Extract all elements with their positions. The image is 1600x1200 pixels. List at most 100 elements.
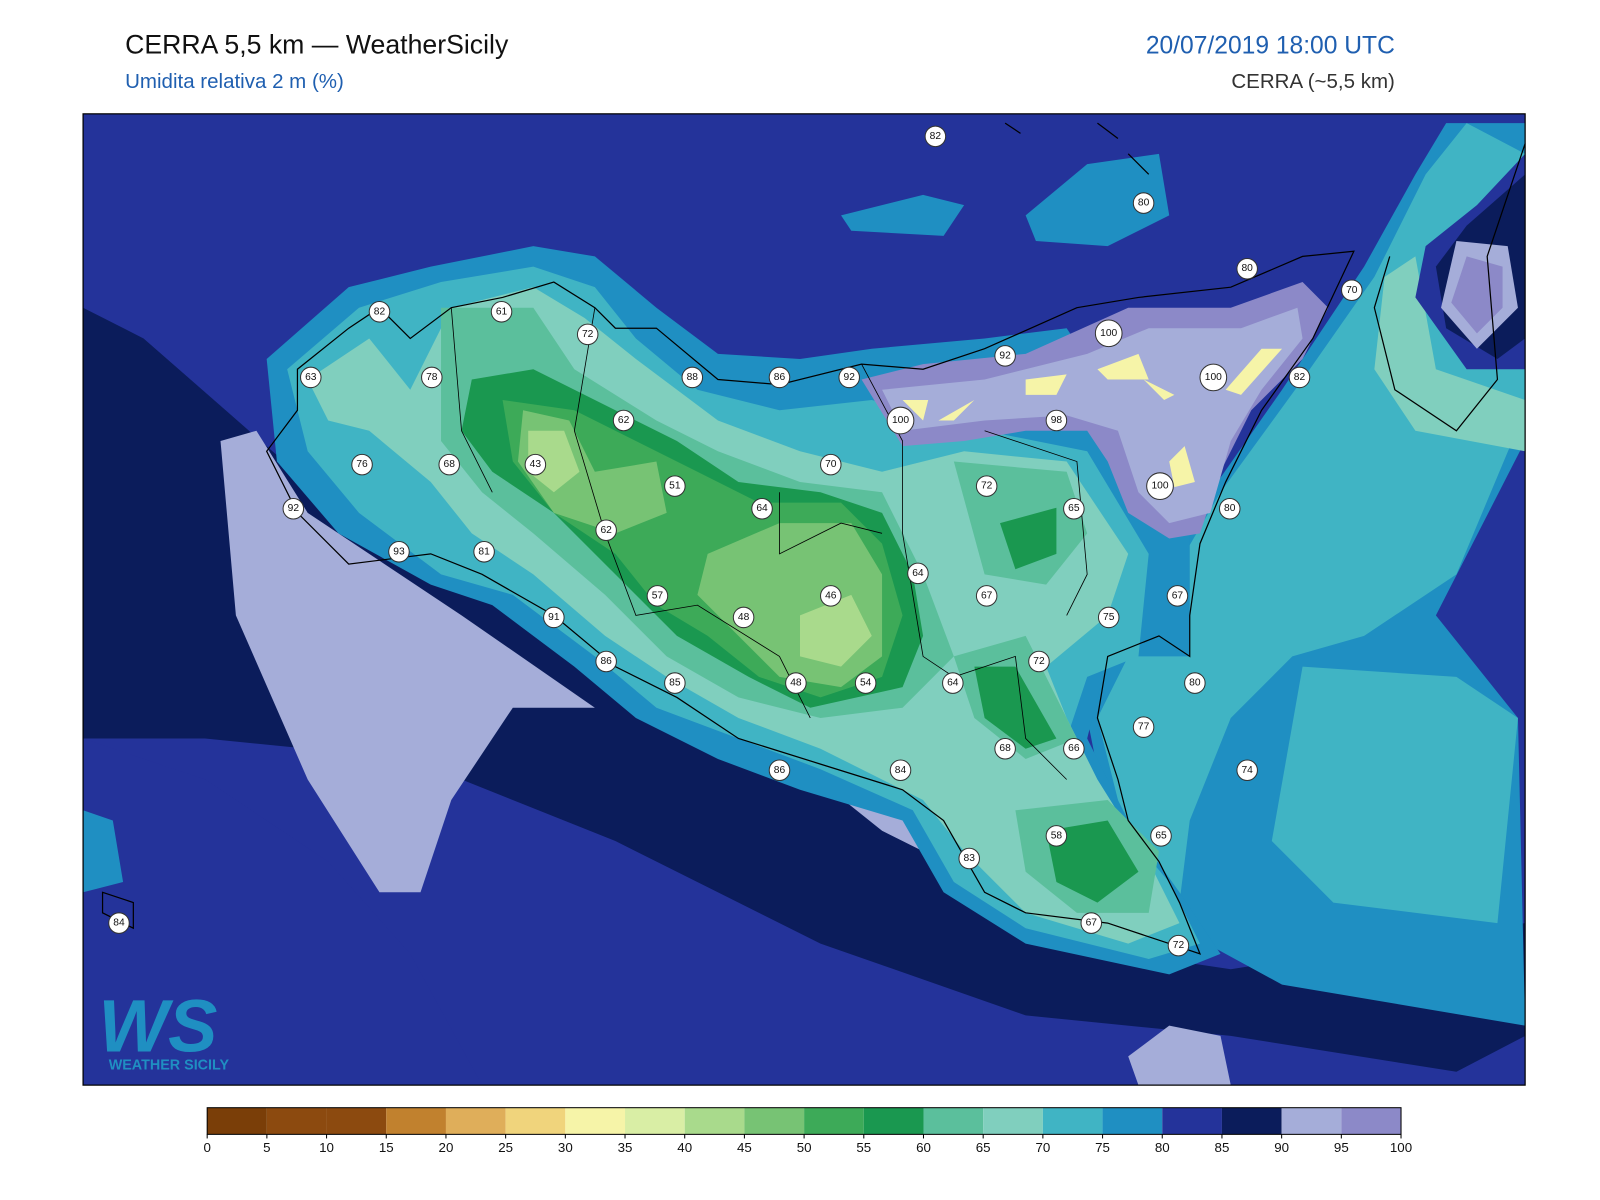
colorbar-tick-label: 95	[1334, 1140, 1349, 1155]
station-value: 68	[999, 743, 1011, 754]
station-marker	[1028, 650, 1050, 673]
colorbar-tick-label: 90	[1274, 1140, 1289, 1155]
colorbar-bin	[266, 1107, 327, 1135]
map-frame	[82, 113, 1526, 1086]
station-marker	[1146, 472, 1174, 500]
station-marker	[1094, 319, 1123, 348]
station-marker	[820, 585, 842, 607]
colorbar-tick-label: 60	[916, 1140, 931, 1155]
station-value: 81	[478, 546, 490, 557]
colorbar-tick-label: 25	[498, 1140, 513, 1155]
station-marker	[838, 366, 860, 389]
station-marker	[820, 453, 842, 476]
station-marker	[1236, 759, 1258, 782]
station-value: 100	[892, 415, 909, 426]
station-marker	[524, 453, 547, 476]
station-value: 51	[669, 481, 681, 492]
colorbar-bin	[684, 1107, 745, 1135]
station-marker	[388, 541, 410, 563]
station-value: 100	[1205, 372, 1222, 383]
station-marker	[543, 606, 565, 629]
station-marker	[1166, 585, 1189, 607]
colorbar-bin	[923, 1107, 984, 1135]
colorbar-tick-label: 30	[558, 1140, 573, 1155]
station-value: 86	[600, 656, 612, 667]
colorbar-tick-label: 50	[797, 1140, 812, 1155]
station-value: 93	[393, 546, 405, 557]
station-marker	[975, 585, 998, 607]
colorbar-tick-label: 75	[1095, 1140, 1110, 1155]
station-value: 88	[687, 372, 699, 383]
station-marker	[1132, 192, 1155, 214]
station-value: 64	[756, 503, 768, 514]
coastline	[101, 122, 1526, 955]
station-marker	[994, 737, 1016, 760]
station-marker	[1063, 737, 1085, 760]
station-marker	[664, 475, 686, 497]
station-value: 54	[860, 678, 872, 689]
station-value: 92	[844, 372, 856, 383]
station-marker	[282, 497, 305, 520]
station-marker	[1150, 825, 1172, 847]
station-marker	[421, 366, 443, 389]
station-value: 67	[1086, 918, 1098, 929]
colorbar-bin	[1162, 1107, 1222, 1135]
station-marker	[612, 409, 635, 432]
station-marker	[768, 366, 791, 389]
station-value: 70	[1346, 285, 1358, 296]
station-marker	[924, 125, 947, 148]
station-marker	[1199, 363, 1228, 392]
station-value: 70	[825, 459, 837, 470]
station-value: 77	[1138, 722, 1150, 733]
station-value: 72	[582, 329, 594, 340]
colorbar-bin	[983, 1107, 1043, 1135]
station-marker	[473, 541, 495, 563]
station-value: 46	[825, 590, 837, 601]
station-marker	[1080, 912, 1103, 934]
station-value: 100	[1151, 481, 1168, 492]
station-value: 84	[113, 918, 125, 929]
colorbar-bin	[1042, 1107, 1103, 1135]
colorbar-bin	[1281, 1107, 1342, 1135]
station-value: 82	[930, 131, 942, 142]
station-marker	[958, 847, 980, 870]
colorbar-tick-label: 40	[677, 1140, 692, 1155]
station-value: 86	[774, 765, 786, 776]
station-marker	[854, 672, 877, 694]
station-value: 98	[1051, 415, 1063, 426]
station-value: 64	[912, 568, 924, 579]
station-marker	[907, 562, 929, 585]
colorbar: 0 5 10 15 20 25 30 35 40 45 50 55 60 65 70 75 80 85 90 95 10…	[203, 1107, 1412, 1155]
station-marker	[368, 301, 391, 323]
colorbar-bin	[1341, 1107, 1402, 1135]
station-value: 91	[548, 612, 560, 623]
station-marker	[942, 672, 964, 694]
colorbar-bin	[804, 1107, 864, 1135]
colorbar-bin	[326, 1107, 387, 1135]
station-value: 100	[1100, 328, 1117, 339]
station-value: 57	[652, 590, 664, 601]
station-marker	[595, 650, 617, 673]
colorbar-bin	[1221, 1107, 1282, 1135]
colorbar-bin	[445, 1107, 506, 1135]
station-marker	[785, 672, 807, 694]
title: CERRA 5,5 km — WeatherSicily	[125, 29, 509, 59]
colorbar-tick-label: 20	[439, 1140, 454, 1155]
station-marker	[1063, 497, 1085, 520]
station-marker	[1167, 934, 1190, 957]
subtitle: Umidita relativa 2 m (%)	[125, 70, 344, 93]
model: CERRA (~5,5 km)	[1231, 70, 1394, 93]
station-value: 86	[774, 372, 786, 383]
colorbar-tick-label: 10	[319, 1140, 334, 1155]
station-value: 48	[790, 678, 802, 689]
colorbar-bin	[625, 1107, 685, 1135]
station-value: 80	[1138, 198, 1150, 209]
station-value: 74	[1241, 765, 1253, 776]
station-marker	[1097, 606, 1120, 629]
colorbar-tick-label: 100	[1390, 1140, 1412, 1155]
station-value: 85	[669, 678, 681, 689]
station-value: 92	[999, 350, 1011, 361]
station-marker	[886, 406, 915, 435]
colorbar-tick-label: 85	[1215, 1140, 1230, 1155]
station-marker	[664, 672, 686, 694]
